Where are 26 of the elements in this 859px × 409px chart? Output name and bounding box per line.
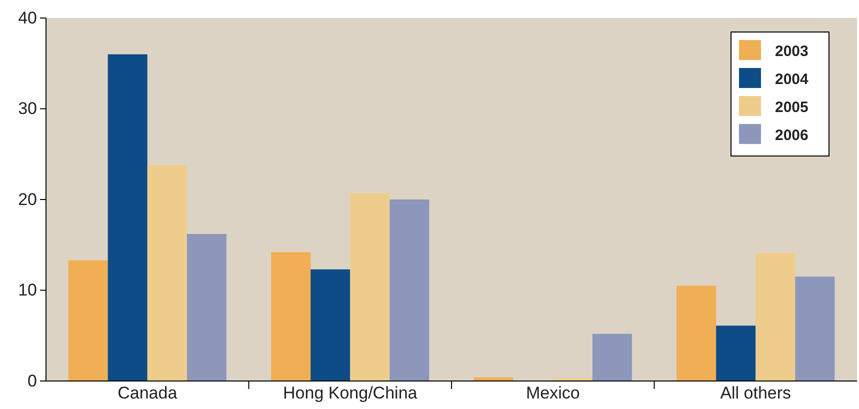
bar [795, 276, 835, 381]
legend-label: 2004 [775, 71, 810, 88]
bar [68, 260, 108, 381]
y-tick-label: 0 [28, 371, 37, 390]
y-tick-label: 30 [18, 99, 37, 118]
bar [390, 200, 430, 381]
legend-label: 2003 [775, 43, 808, 60]
y-tick-label: 10 [18, 280, 37, 300]
x-tick-label: Hong Kong/China [283, 383, 418, 402]
bar [310, 269, 350, 381]
bar [108, 54, 148, 381]
y-tick-label: 20 [18, 190, 37, 209]
bar [350, 193, 390, 381]
bar [716, 326, 756, 381]
bar [271, 252, 311, 381]
bar [592, 334, 632, 381]
bar [756, 253, 796, 381]
bar [147, 165, 187, 381]
bar [186, 234, 226, 381]
bar [676, 286, 716, 381]
x-tick-label: All others [720, 383, 792, 402]
y-tick-label: 40 [18, 8, 37, 28]
legend-label: 2005 [775, 99, 808, 116]
legend-label: 2006 [775, 127, 808, 144]
x-tick-label: Canada [118, 383, 178, 402]
x-tick-label: Mexico [526, 383, 580, 402]
